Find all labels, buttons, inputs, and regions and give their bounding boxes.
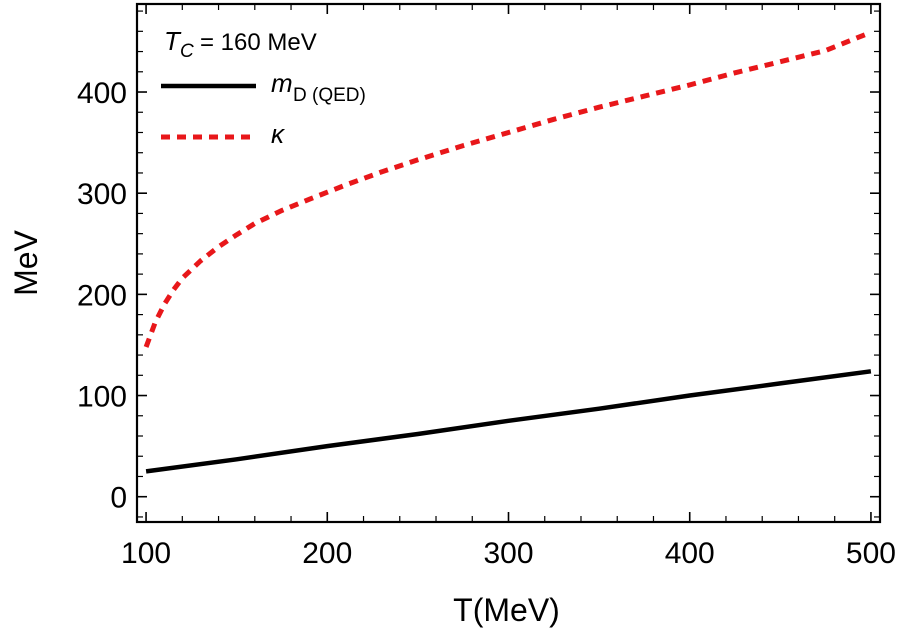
legend-label-symbol: κ [271, 119, 286, 149]
legend-header-symbol: T [164, 26, 182, 56]
y-tick-label: 300 [77, 178, 127, 211]
legend-label-subscript: D (QED) [293, 85, 366, 106]
legend-header-subscript: C [180, 41, 194, 62]
y-tick-label: 100 [77, 381, 127, 414]
legend-header-text: = 160 MeV [200, 29, 317, 56]
x-tick-label: 100 [121, 537, 171, 570]
series-line-kappa [143, 29, 872, 348]
plot-frame [135, 2, 882, 524]
y-tick-label: 0 [110, 482, 127, 515]
x-tick-label: 300 [483, 537, 533, 570]
x-tick-label: 400 [665, 537, 715, 570]
legend: T C = 160 MeV m D (QED) κ [161, 26, 366, 149]
x-axis-title: T(MeV) [453, 592, 560, 628]
x-tick-label: 200 [302, 537, 352, 570]
series-line-md-qed [145, 369, 872, 474]
y-tick-label: 400 [77, 77, 127, 110]
y-tick-label: 200 [77, 279, 127, 312]
axis-ticks [137, 4, 880, 522]
x-tick-label: 500 [846, 537, 896, 570]
legend-label-symbol: m [271, 68, 293, 98]
y-axis-title: MeV [8, 229, 44, 295]
